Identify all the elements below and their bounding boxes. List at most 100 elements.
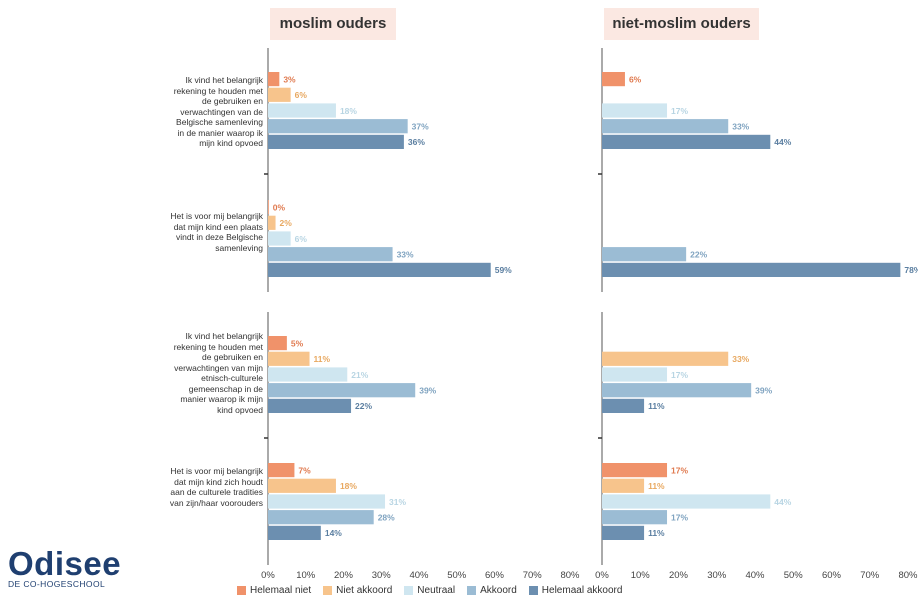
x-tick-label: 20% [669, 570, 689, 581]
bar-niet-akkoord [602, 478, 645, 493]
data-label: 21% [351, 370, 368, 380]
bar-helemaal-niet [268, 72, 280, 87]
bar-helemaal-niet [268, 463, 295, 478]
data-label: 6% [295, 234, 308, 244]
data-label: 33% [397, 250, 414, 260]
x-tick-label: 40% [745, 570, 765, 581]
question-label-1: Ik vind het belangrijk rekening te houde… [173, 75, 263, 148]
x-tick-label: 10% [631, 570, 651, 581]
data-label: 3% [283, 74, 296, 84]
x-tick-label: 70% [860, 570, 880, 581]
bar-helemaal-akkoord [602, 398, 645, 413]
legend-swatch-niet-akkoord [323, 586, 333, 595]
data-label: 11% [648, 401, 665, 411]
x-tick-label: 10% [296, 570, 316, 581]
bar-helemaal-akkoord [602, 262, 901, 277]
bar-niet-akkoord [268, 351, 310, 366]
legend-label: Helemaal akkoord [541, 585, 623, 596]
x-tick-label: 50% [447, 570, 467, 581]
legend-swatch-neutraal [404, 586, 414, 595]
legend-label: Helemaal niet [250, 585, 312, 596]
bar-akkoord [602, 383, 752, 398]
bar-neutraal [602, 103, 668, 118]
data-label: 37% [412, 122, 429, 132]
bar-akkoord [268, 119, 408, 134]
x-tick-label: 80% [560, 570, 580, 581]
bar-niet-akkoord [602, 351, 729, 366]
bar-akkoord [268, 383, 416, 398]
legend-swatch-helemaal-niet [237, 586, 246, 595]
legend: Helemaal niet Niet akkoord Neutraal Akko… [237, 585, 622, 596]
data-label: 39% [755, 386, 772, 396]
bar-helemaal-akkoord [602, 525, 645, 540]
legend-label: Akkoord [480, 585, 517, 596]
data-label: 5% [291, 338, 304, 348]
bar-helemaal-niet [268, 200, 269, 215]
data-label: 22% [355, 401, 372, 411]
x-tick-label: 0% [595, 570, 609, 581]
data-label: 59% [495, 265, 512, 275]
bar-akkoord [602, 247, 687, 262]
bar-neutraal [268, 367, 348, 382]
bar-niet-akkoord [268, 478, 336, 493]
data-label: 11% [648, 528, 665, 538]
bar-helemaal-akkoord [602, 134, 771, 149]
x-tick-label: 60% [485, 570, 505, 581]
legend-item: Helemaal akkoord [528, 585, 623, 596]
bar-neutraal [268, 103, 336, 118]
data-label: 6% [295, 90, 308, 100]
question-label-2: Het is voor mij belangrijk dat mijn kind… [170, 211, 263, 253]
bar-akkoord [602, 510, 668, 525]
data-label: 18% [340, 106, 357, 116]
bar-helemaal-akkoord [268, 525, 321, 540]
bar-helemaal-niet [602, 463, 668, 478]
legend-item: Neutraal [404, 585, 455, 596]
data-label: 44% [774, 497, 791, 507]
data-label: 33% [732, 354, 749, 364]
x-tick-label: 40% [409, 570, 429, 581]
bar-niet-akkoord [268, 215, 276, 230]
x-tick-label: 70% [523, 570, 543, 581]
panel-title-niet-moslim: niet-moslim ouders [604, 8, 759, 40]
bar-niet-akkoord [268, 87, 291, 102]
data-label: 2% [280, 218, 293, 228]
data-label: 17% [671, 370, 688, 380]
bar-helemaal-akkoord [268, 398, 352, 413]
data-label: 31% [389, 497, 406, 507]
data-label: 17% [671, 513, 688, 523]
bar-neutraal [268, 231, 291, 246]
x-tick-label: 80% [898, 570, 918, 581]
bar-helemaal-niet [602, 72, 625, 87]
data-label: 18% [340, 481, 357, 491]
legend-label: Niet akkoord [336, 585, 393, 596]
data-label: 44% [774, 137, 791, 147]
data-label: 6% [629, 74, 642, 84]
data-label: 0% [273, 202, 286, 212]
x-tick-label: 50% [784, 570, 804, 581]
data-label: 22% [690, 250, 707, 260]
bar-neutraal [602, 494, 771, 509]
x-tick-label: 60% [822, 570, 842, 581]
data-label: 17% [671, 465, 688, 475]
question-label-4: Het is voor mij belangrijk dat mijn kind… [169, 466, 263, 508]
question-label-3: Ik vind het belangrijk rekening te houde… [173, 331, 263, 415]
data-label: 33% [732, 122, 749, 132]
bar-akkoord [268, 247, 393, 262]
logo-wordmark: Odisee [8, 545, 122, 582]
legend-label: Neutraal [417, 585, 456, 596]
bar-neutraal [602, 367, 668, 382]
data-label: 39% [419, 386, 436, 396]
bar-helemaal-akkoord [268, 262, 491, 277]
x-tick-label: 0% [261, 570, 275, 581]
x-tick-label: 20% [334, 570, 354, 581]
bar-helemaal-akkoord [268, 134, 404, 149]
legend-swatch-akkoord [467, 586, 477, 595]
data-label: 28% [378, 513, 395, 523]
bar-helemaal-niet [268, 336, 287, 351]
odisee-logo: Odisee DE CO-HOGESCHOOL [8, 545, 122, 590]
data-label: 36% [408, 137, 425, 147]
data-label: 11% [314, 354, 331, 364]
bar-akkoord [602, 119, 729, 134]
data-label: 14% [325, 528, 342, 538]
